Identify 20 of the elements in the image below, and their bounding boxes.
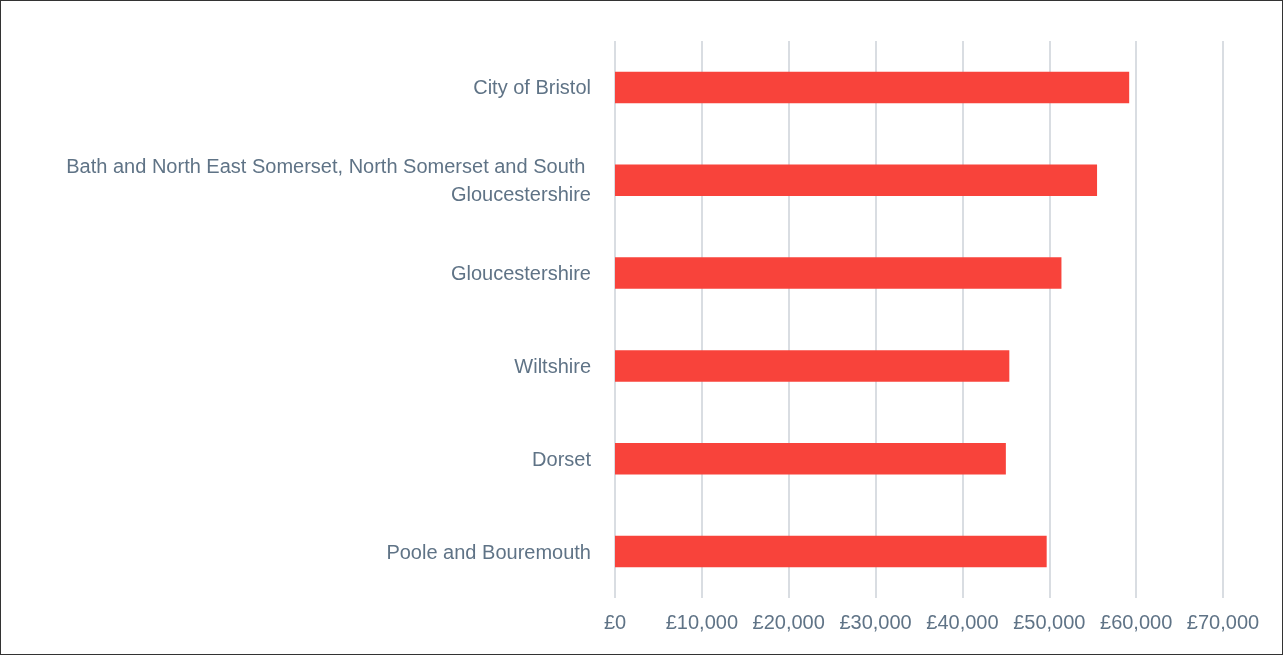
x-tick-label: £70,000 bbox=[1186, 611, 1260, 633]
bar bbox=[615, 164, 1098, 197]
bar bbox=[615, 257, 1062, 289]
y-tick-label: Gloucestershire bbox=[450, 262, 591, 285]
x-tick-label: £40,000 bbox=[926, 611, 999, 633]
y-tick-label: Wiltshire bbox=[514, 354, 591, 377]
bar bbox=[615, 442, 1006, 475]
x-tick-label: £10,000 bbox=[665, 611, 739, 633]
y-tick-label: Dorset bbox=[532, 447, 592, 470]
x-tick-label: £60,000 bbox=[1099, 611, 1173, 633]
x-tick-label: £0 bbox=[603, 611, 627, 633]
x-tick-label: £20,000 bbox=[752, 611, 825, 633]
bar bbox=[615, 71, 1130, 104]
y-tick-label: Bath and North East Somerset, North Somerset and South Gloucestershire bbox=[66, 155, 591, 206]
bar bbox=[615, 350, 1010, 382]
x-tick-label: £30,000 bbox=[839, 611, 912, 633]
bar bbox=[615, 535, 1047, 568]
y-tick-label: Poole and Bouremouth bbox=[386, 540, 591, 563]
x-tick-label: £50,000 bbox=[1013, 611, 1086, 633]
y-tick-label: City of Bristol bbox=[473, 76, 591, 99]
